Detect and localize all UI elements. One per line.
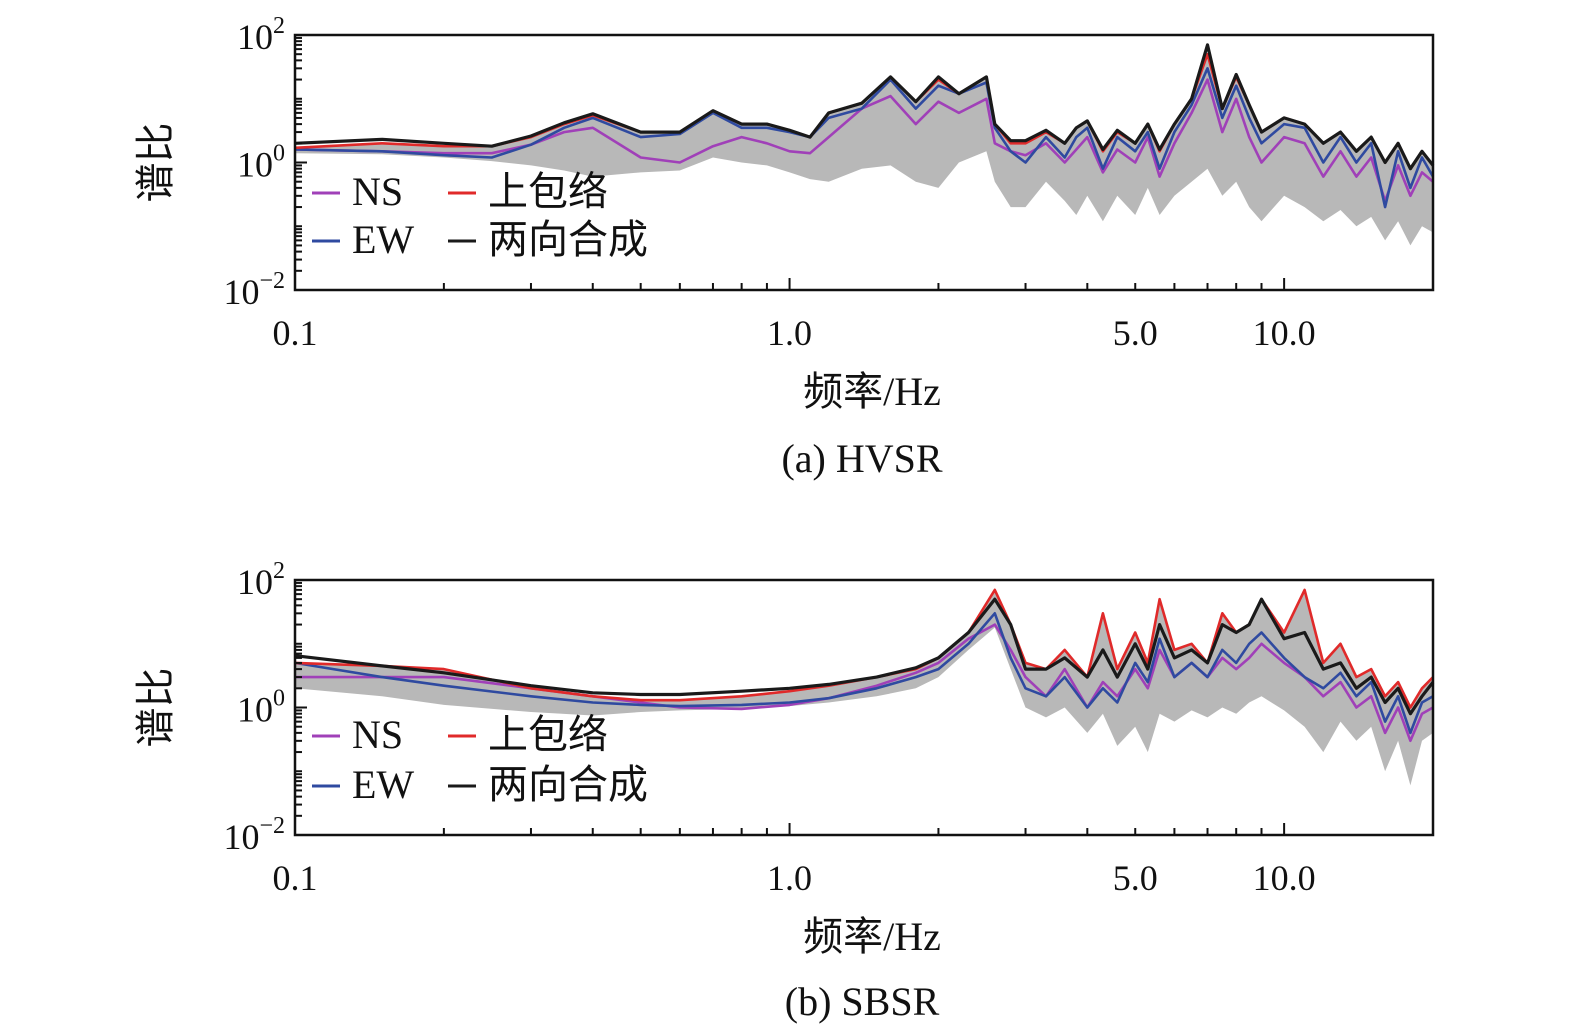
legend-label-ew: EW [352, 217, 414, 262]
variability-band [295, 54, 1433, 246]
series-line-ew [294, 67, 1435, 209]
x-axis-title: 频率/Hz [803, 914, 941, 959]
panel-caption: (b) SBSR [785, 979, 940, 1024]
legend-label-envelope: 上包络 [488, 712, 608, 757]
series-line-ns [294, 78, 1434, 203]
series-line-ns [295, 623, 1434, 743]
series-line-combined [294, 43, 1435, 171]
x-tick-label: 5.0 [1113, 858, 1158, 898]
panel-caption: (a) HVSR [781, 436, 942, 481]
series-line-combined [294, 597, 1435, 716]
y-tick-label: 10−2 [223, 268, 285, 312]
y-tick-label: 100 [237, 141, 285, 185]
x-tick-label: 1.0 [767, 313, 812, 353]
legend-label-envelope: 上包络 [488, 169, 608, 214]
x-tick-label: 5.0 [1113, 313, 1158, 353]
x-tick-label: 0.1 [273, 858, 318, 898]
y-tick-label: 102 [237, 13, 285, 57]
chart-panel-b: 0.1 1.0 5.0 10.0 10−2 100 102 频率/Hz 谱比 (b) SBSR NS… [133, 558, 1435, 1024]
x-tick-label: 10.0 [1253, 858, 1316, 898]
y-tick-label: 100 [237, 686, 285, 730]
legend-label-ns: NS [352, 169, 403, 214]
y-tick-label: 10−2 [223, 813, 285, 857]
x-tick-label: 0.1 [273, 313, 318, 353]
series-line-ew [294, 611, 1434, 735]
y-axis-title: 谱比 [133, 668, 178, 748]
x-tick-label: 1.0 [767, 858, 812, 898]
legend-label-ew: EW [352, 762, 414, 807]
y-axis-title: 谱比 [133, 123, 178, 203]
x-axis-title: 频率/Hz [803, 369, 941, 414]
x-tick-label: 10.0 [1253, 313, 1316, 353]
legend-label-combined: 两向合成 [488, 762, 648, 807]
legend-label-combined: 两向合成 [488, 217, 648, 262]
series-line-envelope [294, 588, 1434, 709]
legend-label-ns: NS [352, 712, 403, 757]
y-tick-label: 102 [237, 558, 285, 602]
chart-panel-a: 0.1 1.0 5.0 10.0 10−2 100 102 频率/Hz 谱比 (a) HVSR NS… [133, 13, 1435, 481]
